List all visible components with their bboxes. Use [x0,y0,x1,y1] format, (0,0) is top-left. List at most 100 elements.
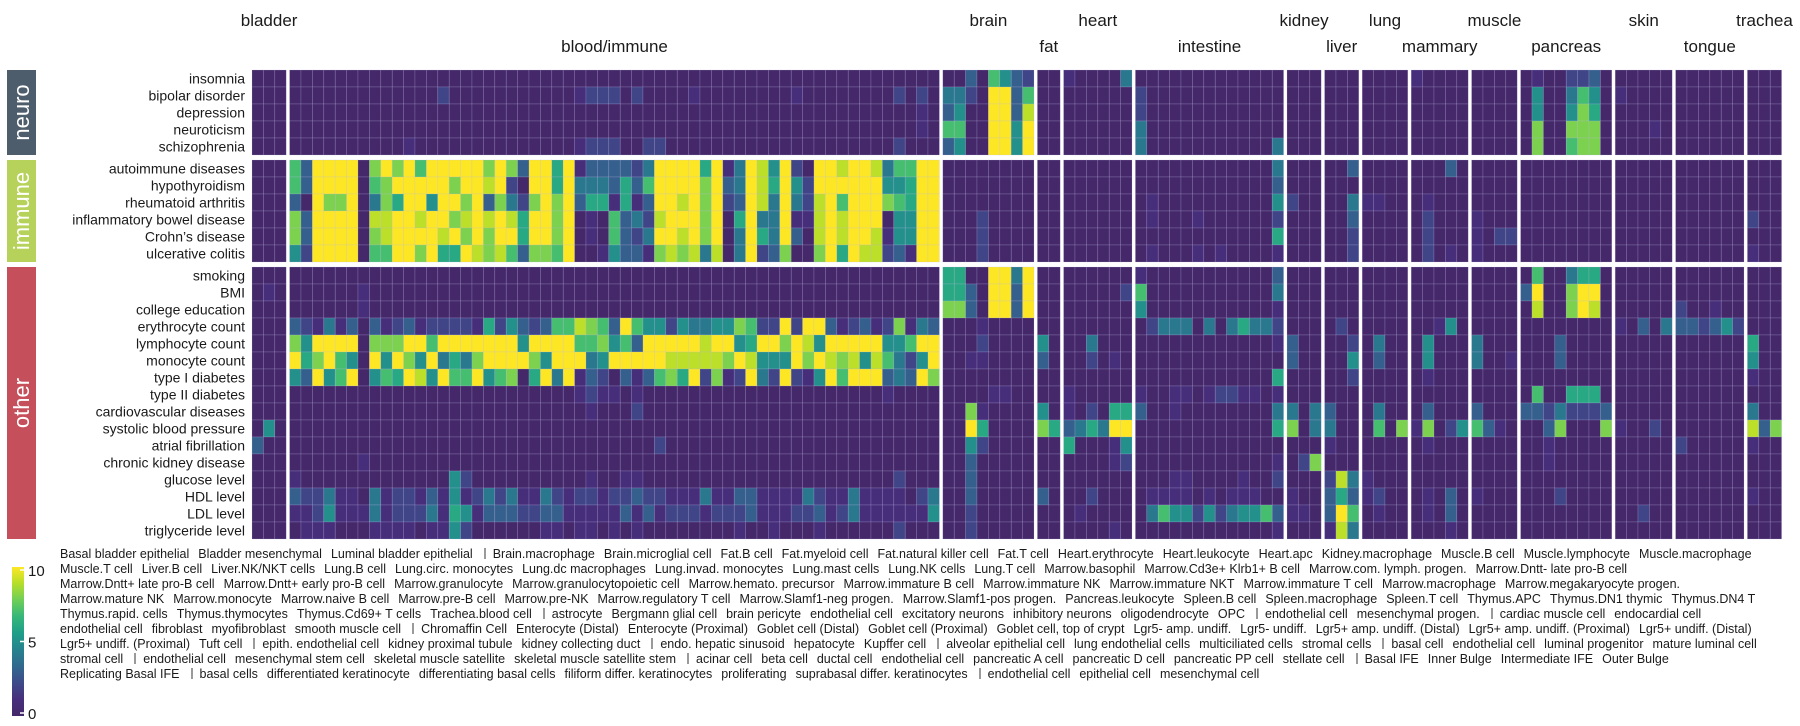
heatmap-cell [953,317,966,336]
heatmap-cell [1577,227,1590,246]
heatmap-cell [357,385,370,404]
heatmap-cell [1709,159,1722,178]
heatmap-cell [665,419,678,438]
heatmap-cell [1577,317,1590,336]
heatmap-cell [1649,69,1662,88]
heatmap-cell [426,159,439,178]
heatmap-cell [1180,86,1193,105]
heatmap-cell [756,436,769,455]
heatmap-cell [403,368,416,387]
heatmap-cell [1471,351,1484,370]
heatmap-cell [448,266,461,285]
heatmap-cell [1747,227,1760,246]
heatmap-cell [1135,193,1148,212]
heatmap-cell [1396,120,1409,139]
heatmap-cell [1120,385,1133,404]
heatmap-cell [1626,402,1639,421]
heatmap-cell [380,317,393,336]
column-labels: Basal bladder epithelial Bladder mesenchy… [60,547,1792,682]
heatmap-cell [825,227,838,246]
heatmap-cell [494,402,507,421]
heatmap-cell [1324,137,1337,156]
heatmap-cell [790,504,803,523]
heatmap-cell [1709,244,1722,263]
row-label: BMI [220,285,245,301]
heatmap-cell [642,266,655,285]
heatmap-cell [494,436,507,455]
heatmap-cell [391,176,404,195]
heatmap-cell [1520,351,1533,370]
heatmap-cell [460,266,473,285]
heatmap-cell [483,159,496,178]
heatmap-cell [1433,470,1446,489]
heatmap-cell [274,504,287,523]
heatmap-cell [1108,470,1121,489]
heatmap-cell [665,317,678,336]
heatmap-cell [1237,385,1250,404]
heatmap-cell [802,419,815,438]
heatmap-cell [1097,487,1110,506]
heatmap-cell [1180,69,1193,88]
heatmap-cell [1192,470,1205,489]
heatmap-cell [289,193,302,212]
heatmap-cell [517,244,530,263]
heatmap-cell [1531,521,1544,540]
heatmap-cell [369,69,382,88]
heatmap-cell [1732,436,1745,455]
heatmap-cell [1022,176,1035,195]
heatmap-cell [1471,176,1484,195]
heatmap-cell [1577,103,1590,122]
heatmap-cell [813,159,826,178]
heatmap-cell [1373,453,1386,472]
heatmap-cell [1384,227,1397,246]
heatmap-cell [289,244,302,263]
heatmap-cell [988,521,1001,540]
heatmap-cell [1588,487,1601,506]
heatmap-cell [1298,86,1311,105]
heatmap-cell [1396,300,1409,319]
heatmap-cell [323,193,336,212]
heatmap-cell [380,210,393,229]
heatmap-cell [836,120,849,139]
heatmap-cell [756,521,769,540]
heatmap-cell [1698,266,1711,285]
heatmap-cell [300,521,313,540]
heatmap-cell [1373,227,1386,246]
heatmap-cell [988,385,1001,404]
heatmap-cell [1146,69,1159,88]
heatmap-cell [414,227,427,246]
heatmap-cell [1747,300,1760,319]
heatmap-cell [813,210,826,229]
heatmap-cell [323,351,336,370]
heatmap-cell [676,470,689,489]
heatmap-cell [1482,385,1495,404]
heatmap-cell [1169,159,1182,178]
heatmap-cell [756,351,769,370]
heatmap-cell [437,193,450,212]
heatmap-cell [1249,470,1262,489]
heatmap-cell [733,317,746,336]
heatmap-cell [1180,244,1193,263]
heatmap-cell [483,419,496,438]
heatmap-cell [1010,470,1023,489]
heatmap-cell [251,159,264,178]
heatmap-cell [976,244,989,263]
heatmap-cell [1660,521,1673,540]
heatmap-cell [1554,244,1567,263]
heatmap-cell [517,159,530,178]
heatmap-cell [1324,300,1337,319]
heatmap-cell [1565,103,1578,122]
heatmap-cell [1445,368,1458,387]
heatmap-cell [904,385,917,404]
heatmap-cell [1637,244,1650,263]
heatmap-cell [1720,86,1733,105]
heatmap-cell [688,504,701,523]
heatmap-cell [471,419,484,438]
heatmap-cell [1135,334,1148,353]
heatmap-cell [334,317,347,336]
heatmap-cell [1494,283,1507,302]
heatmap-cell [1192,176,1205,195]
heatmap-cell [323,69,336,88]
heatmap-cell [1074,334,1087,353]
heatmap-cell [790,368,803,387]
